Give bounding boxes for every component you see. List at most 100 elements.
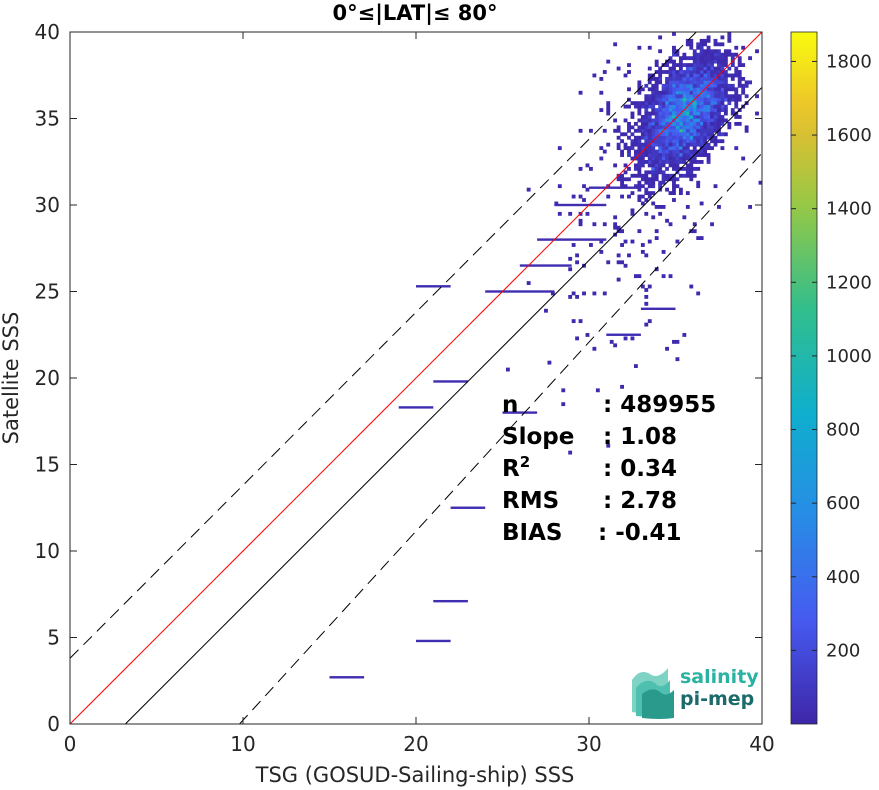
heatmap-cell xyxy=(616,146,621,151)
heatmap-cell xyxy=(710,111,714,116)
heatmap-cell xyxy=(699,97,704,102)
heatmap-cell xyxy=(689,128,694,133)
heatmap-cell xyxy=(665,94,669,99)
heatmap-cell xyxy=(654,139,659,144)
heatmap-cell xyxy=(723,90,728,95)
heatmap-cell xyxy=(654,97,659,102)
heatmap-streak xyxy=(640,307,676,310)
heatmap-cell xyxy=(651,101,656,106)
heatmap-cell xyxy=(630,125,635,130)
heatmap-cell xyxy=(737,70,742,74)
heatmap-cell xyxy=(720,80,725,85)
heatmap-cell xyxy=(682,173,687,178)
heatmap-cell xyxy=(675,80,680,85)
heatmap-cell xyxy=(699,111,704,116)
heatmap-cell xyxy=(575,294,580,299)
heatmap-cell xyxy=(706,146,711,151)
heatmap-cell xyxy=(706,142,711,147)
heatmap-cell xyxy=(727,101,732,106)
heatmap-cell xyxy=(730,76,735,81)
heatmap-cell xyxy=(720,139,725,144)
heatmap-cell xyxy=(672,125,676,130)
heatmap-cell xyxy=(661,87,666,92)
heatmap-cell xyxy=(689,132,694,137)
heatmap-cell xyxy=(585,187,590,192)
heatmap-cell xyxy=(689,135,694,140)
heatmap-streak xyxy=(554,203,607,207)
heatmap-cell xyxy=(748,80,753,85)
heatmap-cell xyxy=(592,346,597,351)
heatmap-cell xyxy=(654,149,659,154)
heatmap-cell xyxy=(647,156,652,161)
heatmap-cell xyxy=(675,63,680,67)
heatmap-streak xyxy=(606,333,641,336)
heatmap-cell xyxy=(630,111,635,116)
heatmap-cell xyxy=(675,128,680,133)
heatmap-cell xyxy=(685,70,690,74)
heatmap-cell xyxy=(644,108,649,112)
heatmap-cell xyxy=(637,149,642,154)
heatmap-cell xyxy=(696,101,701,106)
colorbar-tick-label: 1200 xyxy=(826,272,872,293)
heatmap-cell xyxy=(703,118,708,123)
heatmap-cell xyxy=(689,97,694,102)
heatmap-cell xyxy=(710,49,714,54)
heatmap-cell xyxy=(675,142,680,147)
heatmap-cell xyxy=(717,115,721,119)
heatmap-cell xyxy=(651,215,656,220)
heatmap-cell xyxy=(620,173,624,178)
heatmap-cell xyxy=(647,104,652,109)
heatmap-cell xyxy=(682,128,687,133)
heatmap-cell xyxy=(685,139,690,144)
heatmap-cell xyxy=(706,97,711,102)
heatmap-cell xyxy=(685,128,690,133)
y-tick-label: 20 xyxy=(35,366,60,390)
heatmap-cell xyxy=(665,149,669,154)
heatmap-cell xyxy=(644,294,649,299)
heatmap-cell xyxy=(710,76,714,81)
heatmap-cell xyxy=(696,97,701,102)
heatmap-cell xyxy=(654,173,659,178)
heatmap-cell xyxy=(682,63,687,67)
heatmap-cell xyxy=(689,153,694,157)
heatmap-cell xyxy=(689,166,694,171)
heatmap-cell xyxy=(696,125,701,130)
y-tick-label: 35 xyxy=(35,107,60,131)
heatmap-cell xyxy=(710,101,714,106)
heatmap-cell xyxy=(678,87,683,92)
heatmap-cell xyxy=(682,166,687,171)
heatmap-cell xyxy=(606,260,611,265)
heatmap-cell xyxy=(689,108,694,112)
heatmap-cell xyxy=(637,180,642,185)
heatmap-cell xyxy=(678,73,683,78)
heatmap-cell xyxy=(699,94,704,99)
heatmap-cell xyxy=(654,63,659,67)
stat-value: : -0.41 xyxy=(598,520,682,546)
heatmap-cell xyxy=(692,83,697,88)
heatmap-cell xyxy=(654,170,659,175)
heatmap-cell xyxy=(647,87,652,92)
heatmap-cell xyxy=(713,104,718,109)
heatmap-cell xyxy=(637,198,642,202)
heatmap-cell xyxy=(675,132,680,137)
heatmap-cell xyxy=(637,142,642,147)
heatmap-cell xyxy=(706,156,711,161)
heatmap-cell xyxy=(616,142,621,147)
heatmap-cell xyxy=(682,153,687,157)
heatmap-cell xyxy=(633,184,638,189)
heatmap-cell xyxy=(678,90,683,95)
heatmap-cell xyxy=(623,170,628,175)
heatmap-cell xyxy=(647,97,652,102)
heatmap-cell xyxy=(689,42,694,47)
heatmap-cell xyxy=(699,49,704,54)
heatmap-cell xyxy=(703,73,708,78)
heatmap-cell xyxy=(682,135,687,140)
heatmap-cell xyxy=(685,166,690,171)
heatmap-cell xyxy=(672,132,676,137)
heatmap-cell xyxy=(675,239,680,244)
heatmap-cell xyxy=(682,146,687,151)
heatmap-cell xyxy=(696,184,701,189)
heatmap-cell xyxy=(682,97,687,102)
heatmap-cell xyxy=(699,121,704,126)
heatmap-cell xyxy=(699,149,704,154)
